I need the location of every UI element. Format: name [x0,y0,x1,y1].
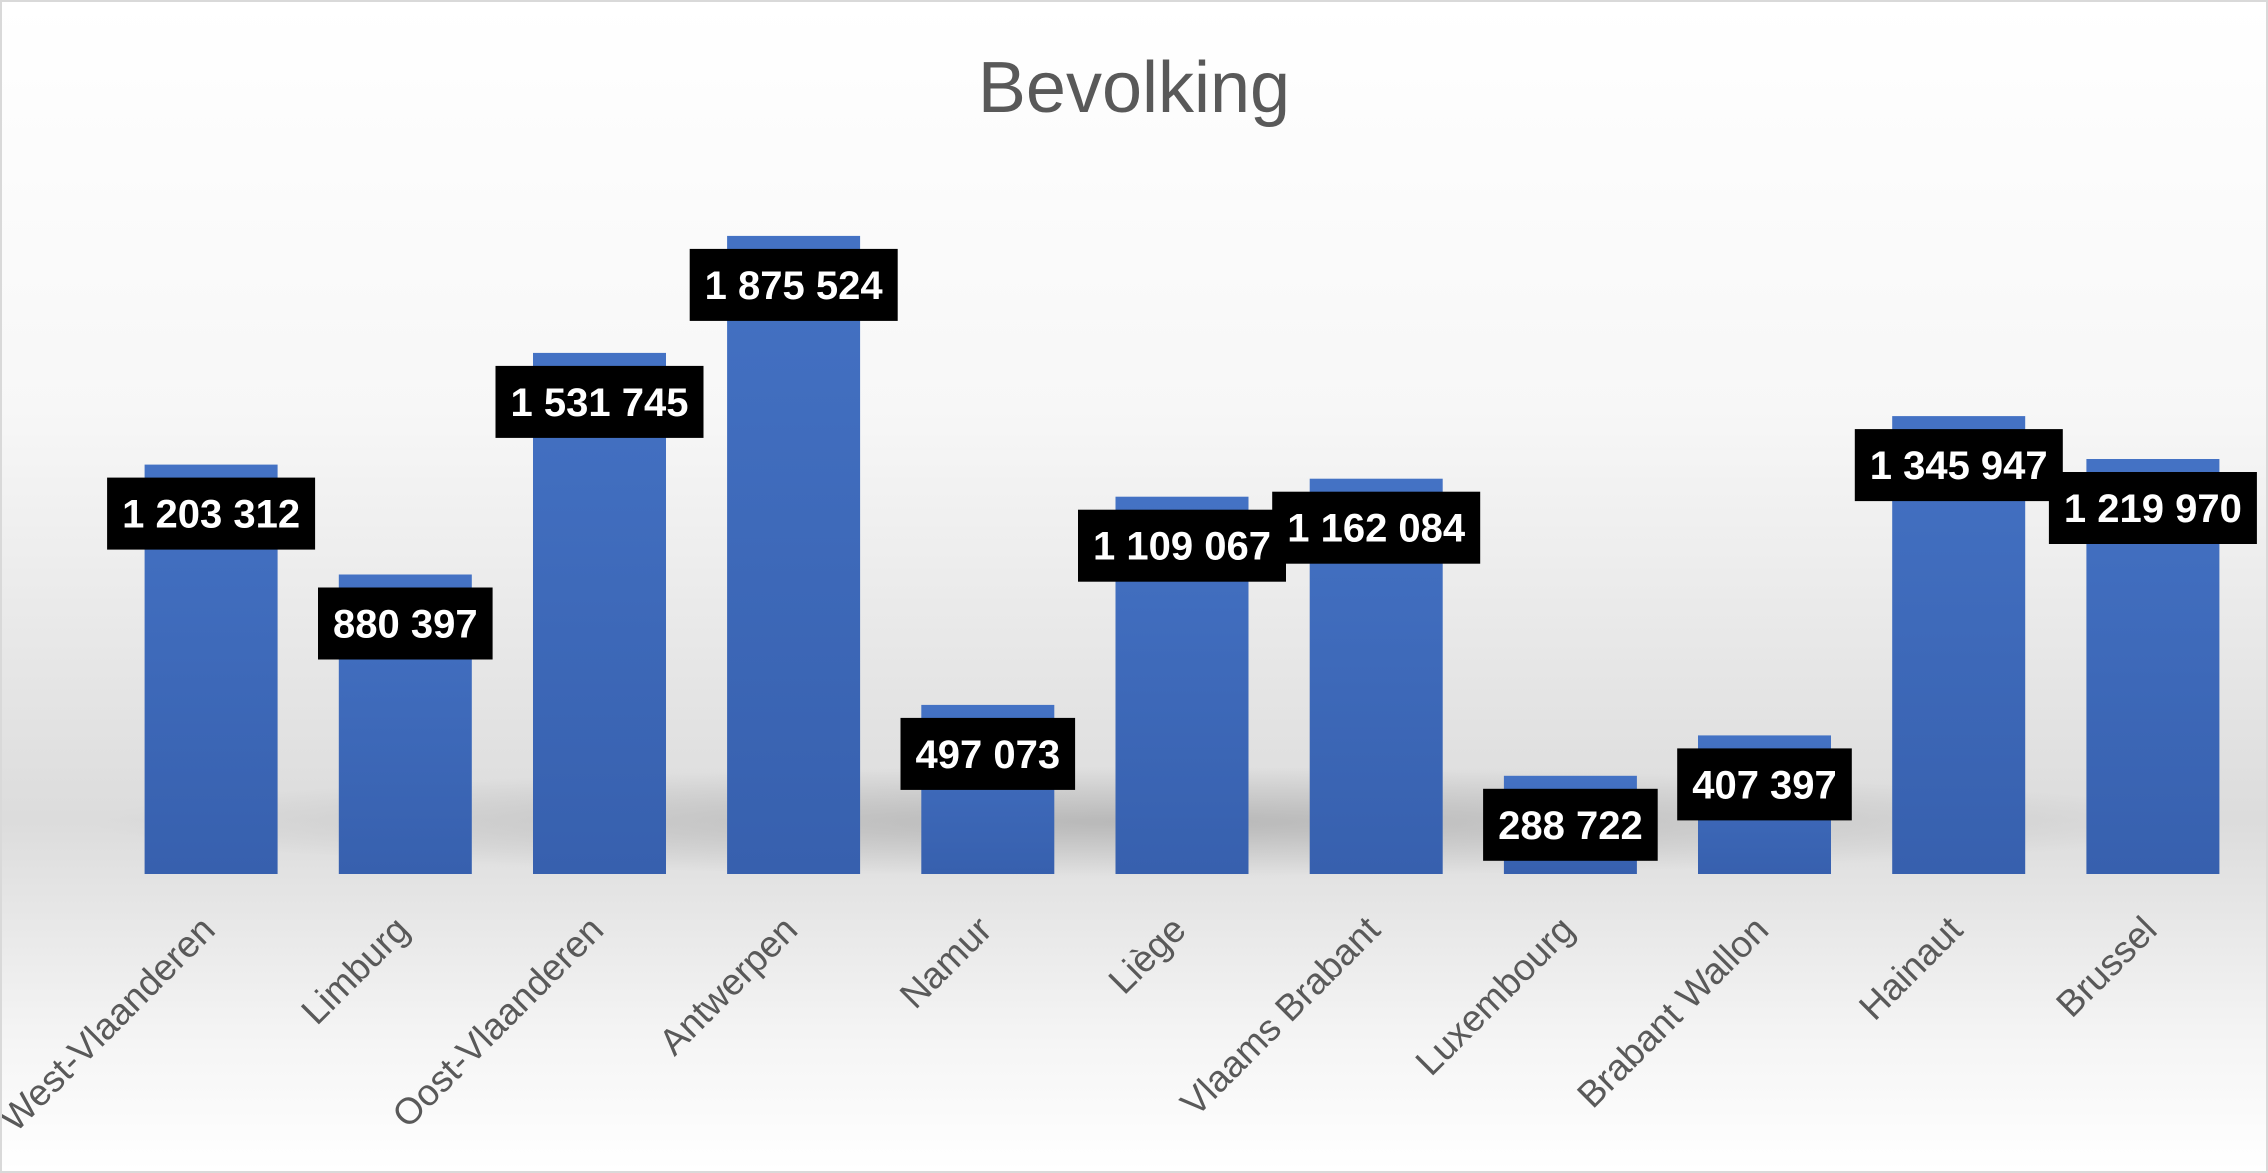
category-label: Liège [1101,909,1194,1002]
data-label: 1 219 970 [2048,472,2257,544]
category-label: Luxembourg [1408,909,1582,1083]
category-label: Brussel [2048,909,2164,1025]
data-label-box [900,717,1076,790]
data-label: 497 073 [900,717,1076,790]
data-label-text: 1 531 745 [511,381,689,425]
data-label-text: 407 397 [1692,763,1837,807]
data-label: 1 203 312 [107,477,316,550]
data-label: 1 109 067 [1078,509,1286,582]
category-label: Antwerpen [651,909,805,1063]
data-label-text: 1 162 084 [1287,507,1466,551]
data-label-text: 1 875 524 [705,264,884,308]
category-label: Limburg [293,909,417,1033]
data-label-box [495,365,704,438]
data-label: 1 345 947 [1854,429,2063,502]
category-label: Vlaams Brabant [1173,908,1389,1124]
data-label: 1 531 745 [495,365,704,438]
data-label-text: 1 219 970 [2064,487,2242,531]
data-label: 288 722 [1483,788,1658,861]
data-label-box [1854,429,2063,502]
data-label-text: 288 722 [1498,804,1643,848]
data-label-box [107,477,316,550]
data-label: 407 397 [1677,748,1852,821]
chart-title: Bevolking [978,48,1290,128]
data-label-box [2048,472,2257,544]
data-label-text: 1 345 947 [1870,444,2048,488]
data-label-text: 1 109 067 [1093,525,1271,569]
data-label-text: 880 397 [333,603,478,647]
category-label: West-Vlaanderen [2,909,223,1140]
data-label-box [1483,788,1658,861]
category-label: Hainaut [1851,908,1971,1028]
bar [533,352,666,874]
category-label: Namur [892,909,1000,1017]
data-label-box [1272,491,1481,564]
data-label-box [689,248,898,321]
data-label-box [1677,748,1852,821]
data-label-text: 1 203 312 [122,493,300,537]
category-label: Oost-Vlaanderen [384,909,611,1136]
bar [727,235,861,874]
data-label: 1 162 084 [1272,491,1481,564]
data-label: 1 875 524 [689,248,898,321]
data-label-text: 497 073 [916,733,1061,777]
data-labels-layer: 1 203 312 880 397 1 531 745 1 875 524 497 07… [107,248,2257,861]
data-label-box [318,587,493,660]
category-label: Brabant Wallon [1569,909,1776,1116]
data-label: 880 397 [318,587,493,660]
data-label-box [1078,509,1286,582]
